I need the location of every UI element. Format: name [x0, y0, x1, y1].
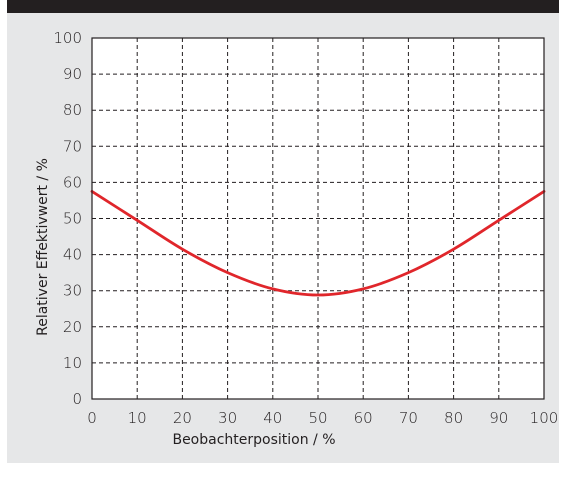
x-tick-label: 80 [444, 409, 463, 427]
x-tick-label: 60 [354, 409, 373, 427]
y-tick-label: 40 [63, 246, 82, 264]
y-tick-label: 30 [63, 282, 82, 300]
x-tick-label: 50 [308, 409, 327, 427]
y-tick-label: 50 [63, 210, 82, 228]
series-line [90, 190, 546, 297]
y-tick-label: 90 [63, 65, 82, 83]
header-bar [7, 0, 559, 13]
x-tick-label: 20 [173, 409, 192, 427]
y-tick-label: 100 [53, 29, 82, 47]
x-tick-label: 90 [489, 409, 508, 427]
x-tick-label: 70 [399, 409, 418, 427]
x-tick-label: 10 [128, 409, 147, 427]
series-layer [90, 190, 546, 297]
grid-lines [92, 38, 544, 399]
plot-border [91, 37, 545, 400]
line-chart: 0 10 20 30 40 50 60 70 80 90 100 0 10 20 30 40 50 60 70 80… [35, 29, 558, 448]
x-tick-labels: 0 10 20 30 40 50 60 70 80 90 100 [87, 409, 558, 427]
y-tick-label: 70 [63, 137, 82, 155]
y-tick-label: 60 [63, 173, 82, 191]
y-tick-label: 20 [63, 318, 82, 336]
x-axis-title: Beobachterposition / % [172, 432, 335, 448]
chart-figure: 0 10 20 30 40 50 60 70 80 90 100 0 10 20 30 40 50 60 70 80… [7, 0, 559, 477]
y-tick-label: 80 [63, 101, 82, 119]
y-tick-label: 0 [72, 390, 82, 408]
y-tick-labels: 0 10 20 30 40 50 60 70 80 90 100 [53, 29, 82, 408]
x-tick-label: 100 [530, 409, 559, 427]
y-axis-title: Relativer Effektivwert / % [35, 158, 51, 336]
y-tick-label: 10 [63, 354, 82, 372]
x-tick-label: 30 [218, 409, 237, 427]
x-tick-label: 0 [87, 409, 97, 427]
x-tick-label: 40 [263, 409, 282, 427]
